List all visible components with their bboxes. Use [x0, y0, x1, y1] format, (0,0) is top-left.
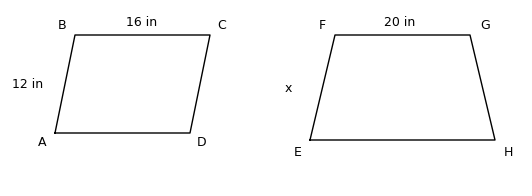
Text: F: F — [319, 18, 326, 32]
Text: 12 in: 12 in — [12, 77, 44, 91]
Text: B: B — [57, 18, 66, 32]
Text: H: H — [503, 145, 513, 159]
Text: D: D — [197, 136, 207, 150]
Text: E: E — [294, 145, 302, 159]
Text: 16 in: 16 in — [127, 15, 157, 28]
Text: G: G — [480, 18, 490, 32]
Text: C: C — [218, 18, 227, 32]
Text: 20 in: 20 in — [385, 15, 415, 28]
Text: A: A — [38, 136, 46, 150]
Text: x: x — [284, 82, 292, 94]
